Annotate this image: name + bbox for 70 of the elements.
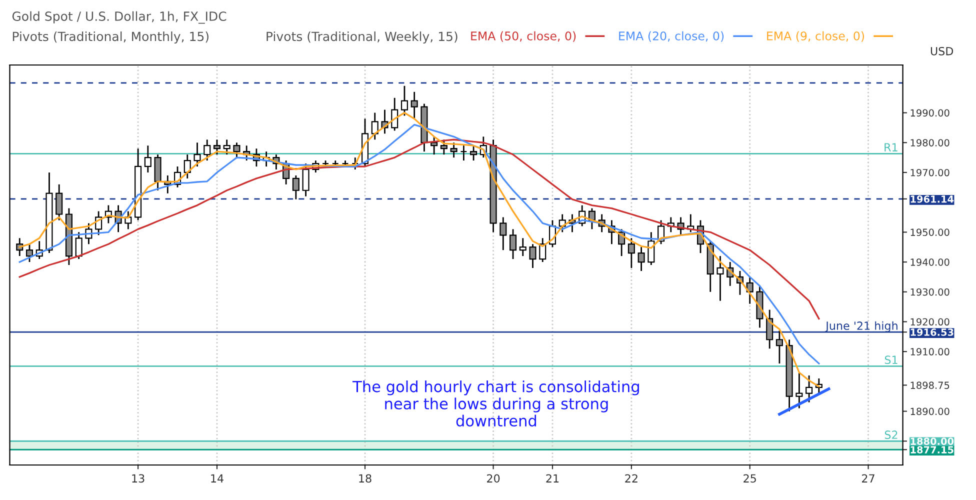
candlestick xyxy=(223,138,230,156)
candlestick xyxy=(204,138,211,162)
y-tick-label: 1920.00 xyxy=(910,318,950,326)
candlestick xyxy=(371,112,378,140)
candlestick xyxy=(440,138,448,156)
annotation: The gold hourly chart is consolidating near the lows during a strong downtrend xyxy=(352,380,639,427)
ref-line-label: R1 xyxy=(884,143,898,152)
y-tick-label: 1877.15 xyxy=(910,446,954,454)
candlestick xyxy=(26,243,34,263)
text: Pivots (Traditional, Monthly, 15) xyxy=(12,31,208,44)
y-tick-label: 1961.14 xyxy=(910,195,954,203)
ref-line-label: S1 xyxy=(884,356,898,364)
candlestick xyxy=(766,309,774,350)
candlestick xyxy=(154,154,162,192)
candlestick xyxy=(184,154,191,180)
candlestick xyxy=(233,142,240,158)
x-tick-label: 14 xyxy=(211,474,224,482)
x-tick-label: 27 xyxy=(862,474,874,482)
candlestick xyxy=(776,330,783,364)
x-tick-label: 20 xyxy=(487,474,500,483)
y-tick-label: 1940.00 xyxy=(910,258,950,266)
candlestick xyxy=(529,243,536,269)
candlestick xyxy=(796,372,803,409)
x-tick-label: 18 xyxy=(359,474,372,483)
candlestick xyxy=(75,231,82,260)
ref-line-label: June '21 high xyxy=(825,321,898,332)
candlestick xyxy=(391,97,398,132)
y-tick-label: 1950.00 xyxy=(910,228,950,236)
ref-line-label: S2 xyxy=(884,430,898,439)
chart-title: Gold Spot / U.S. Dollar, 1h, FX_IDC xyxy=(12,11,226,24)
y-tick-label: 1980.00 xyxy=(910,139,950,146)
y-tick-label: 1880.00 xyxy=(910,438,954,445)
legend-label: EMA (20, close, 0) xyxy=(619,31,724,42)
candlestick xyxy=(500,216,507,251)
candlestick xyxy=(470,144,478,162)
candlestick xyxy=(806,374,813,404)
x-tick-label: 13 xyxy=(132,474,144,483)
candlestick xyxy=(510,228,517,260)
candlestick xyxy=(460,144,468,162)
candlestick xyxy=(519,237,526,257)
x-tick-label: 22 xyxy=(625,474,638,482)
candlestick xyxy=(56,184,63,221)
candlestick xyxy=(716,255,724,302)
text: Pivots (Traditional, Weekly, 15) xyxy=(266,31,458,44)
y-tick-label: 1916.53 xyxy=(910,328,954,336)
legend-label: EMA (9, close, 0) xyxy=(767,31,864,42)
candlestick xyxy=(302,162,310,198)
x-tick-label: 25 xyxy=(744,474,756,483)
y-tick-label: 1930.00 xyxy=(910,288,950,296)
y-tick-label: 1898.75 xyxy=(910,382,950,389)
y-tick-label: 1910.00 xyxy=(910,348,950,356)
line-series xyxy=(18,138,820,320)
y-tick-label: 1890.00 xyxy=(910,408,950,416)
y-tick-label: 1990.00 xyxy=(910,109,950,117)
candlestick xyxy=(352,156,359,170)
y-tick-label: 1970.00 xyxy=(910,168,950,176)
candlestick xyxy=(450,142,458,158)
candlestick xyxy=(194,142,201,168)
x-tick-label: 21 xyxy=(546,474,559,482)
candlestick xyxy=(292,174,300,200)
candlestick xyxy=(400,85,408,116)
y-axis-title: USD xyxy=(930,46,954,56)
candlestick xyxy=(638,246,645,272)
candlestick xyxy=(410,91,418,120)
legend-label: EMA (50, close, 0) xyxy=(471,31,576,42)
candlestick xyxy=(144,144,152,174)
candlestick xyxy=(213,138,220,156)
candlestick xyxy=(628,237,635,269)
candlestick xyxy=(648,231,655,266)
candlestick xyxy=(746,276,754,304)
